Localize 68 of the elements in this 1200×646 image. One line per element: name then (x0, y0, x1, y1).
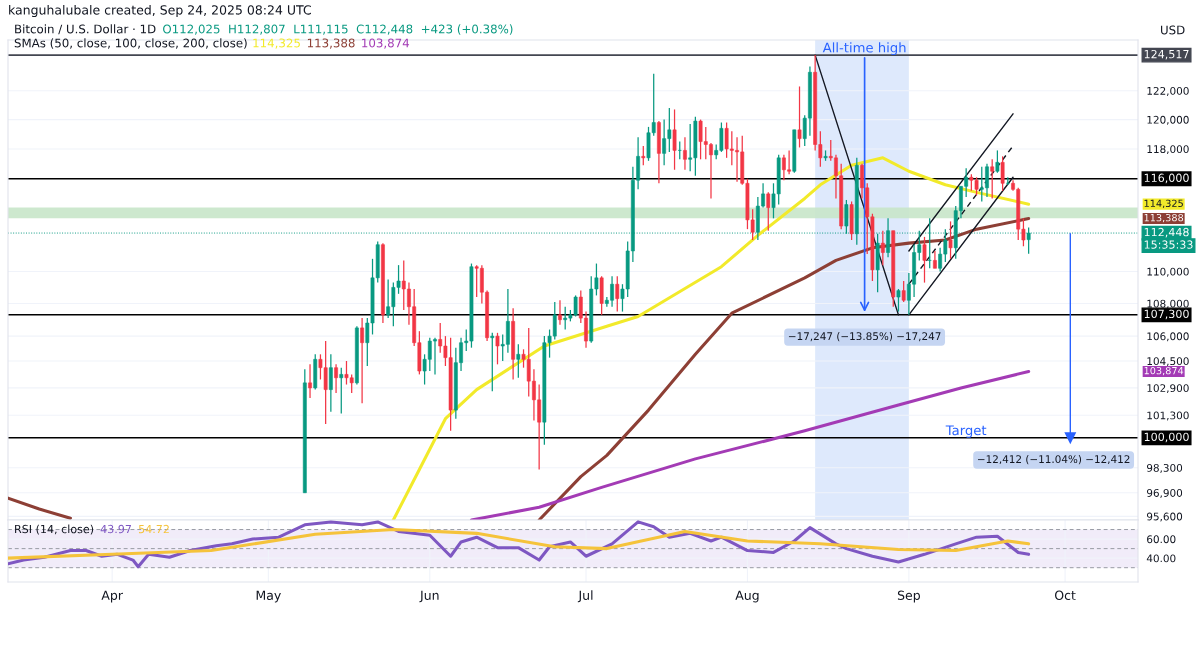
text: 15:35:33 (1144, 240, 1193, 249)
text: 103,874 (1144, 366, 1184, 376)
candlestick (328, 353, 333, 413)
candlestick (797, 85, 802, 149)
candlestick (995, 149, 1000, 174)
text: kanguhalubale created, Sep 24, 2025 08:24 UTC (9, 4, 311, 18)
y-tick-label: 104,500 (1147, 357, 1189, 367)
ref-line-label: 107,300 (1144, 309, 1189, 320)
candlestick (880, 230, 885, 266)
candlestick (495, 332, 500, 365)
candlestick (672, 108, 677, 171)
candlestick (948, 220, 953, 260)
annotation: All-time high (822, 42, 906, 56)
ref-line-label: 124,517 (1144, 49, 1189, 60)
annotation: 54.72 (138, 524, 169, 534)
x-tick-label: Jun (419, 590, 439, 603)
candlestick (360, 317, 364, 404)
candlestick (334, 363, 338, 394)
x-tick-label: Sep (897, 590, 920, 603)
candlestick (922, 236, 927, 284)
y-tick-label: 101,300 (1147, 411, 1189, 421)
y-tick-label: 110,000 (1147, 267, 1189, 277)
ref-line-label: 100,000 (1144, 432, 1189, 443)
candlestick (683, 136, 687, 171)
annotation: SMAs (50, close, 100, close, 200, close) (14, 38, 247, 49)
x-tick-label: May (256, 590, 281, 603)
y-tick-label: 108,000 (1147, 299, 1189, 309)
candlestick (516, 343, 521, 379)
y-tick-label: 106,000 (1147, 332, 1189, 342)
x-tick-label: Oct (1054, 590, 1076, 601)
ref-line-label: 112,448 (1144, 227, 1189, 238)
candlestick (1000, 155, 1005, 192)
y-tick-label: 98,300 (1146, 463, 1183, 473)
candlestick (558, 299, 562, 326)
candlestick (990, 158, 995, 200)
annotation: Target (945, 425, 987, 438)
candlestick (766, 191, 771, 232)
annotation: 114,325 (253, 38, 300, 49)
text: 114,325 (1144, 199, 1183, 208)
candlestick (896, 288, 901, 313)
candlestick (339, 367, 344, 415)
candlestick (490, 332, 495, 392)
candlestick (615, 275, 620, 313)
candlestick (901, 280, 906, 303)
x-tick-label: Aug (735, 590, 759, 603)
annotation: 103,874 (362, 38, 410, 49)
ref-line-label: 116,000 (1144, 173, 1189, 184)
x-tick-label: Jul (577, 590, 593, 603)
chart-title: RSI (14, close) (15, 524, 94, 535)
annotation: 113,388 (307, 38, 355, 49)
y-tick-label: 120,000 (1147, 115, 1189, 125)
candlestick (308, 363, 312, 399)
y-tick-label: 60.00 (1147, 535, 1176, 544)
y-tick-label: 122,000 (1147, 86, 1189, 96)
annotation: −12,412 (−11.04%) −12,412 (977, 455, 1130, 465)
y-tick-label: 96,900 (1146, 489, 1183, 498)
chart-subtitle: O112,025 H112,807 L111,115 C112,448 +423 (+0.38%) (163, 24, 513, 35)
annotation: 43.97 (100, 524, 131, 534)
text: 113,388 (1144, 213, 1184, 223)
annotation: −17,247 (−13.85%) −17,247 (788, 332, 941, 342)
x-tick-label: Apr (101, 590, 123, 603)
y-tick-label: 40.00 (1146, 554, 1176, 563)
y-tick-label: 95,600 (1146, 512, 1183, 522)
y-axis-title: USD (1161, 25, 1185, 35)
candlestick (641, 145, 646, 166)
chart-title: Bitcoin / U.S. Dollar · 1D (15, 24, 156, 35)
y-tick-label: 102,900 (1147, 384, 1189, 394)
y-tick-label: 118,000 (1147, 145, 1189, 155)
